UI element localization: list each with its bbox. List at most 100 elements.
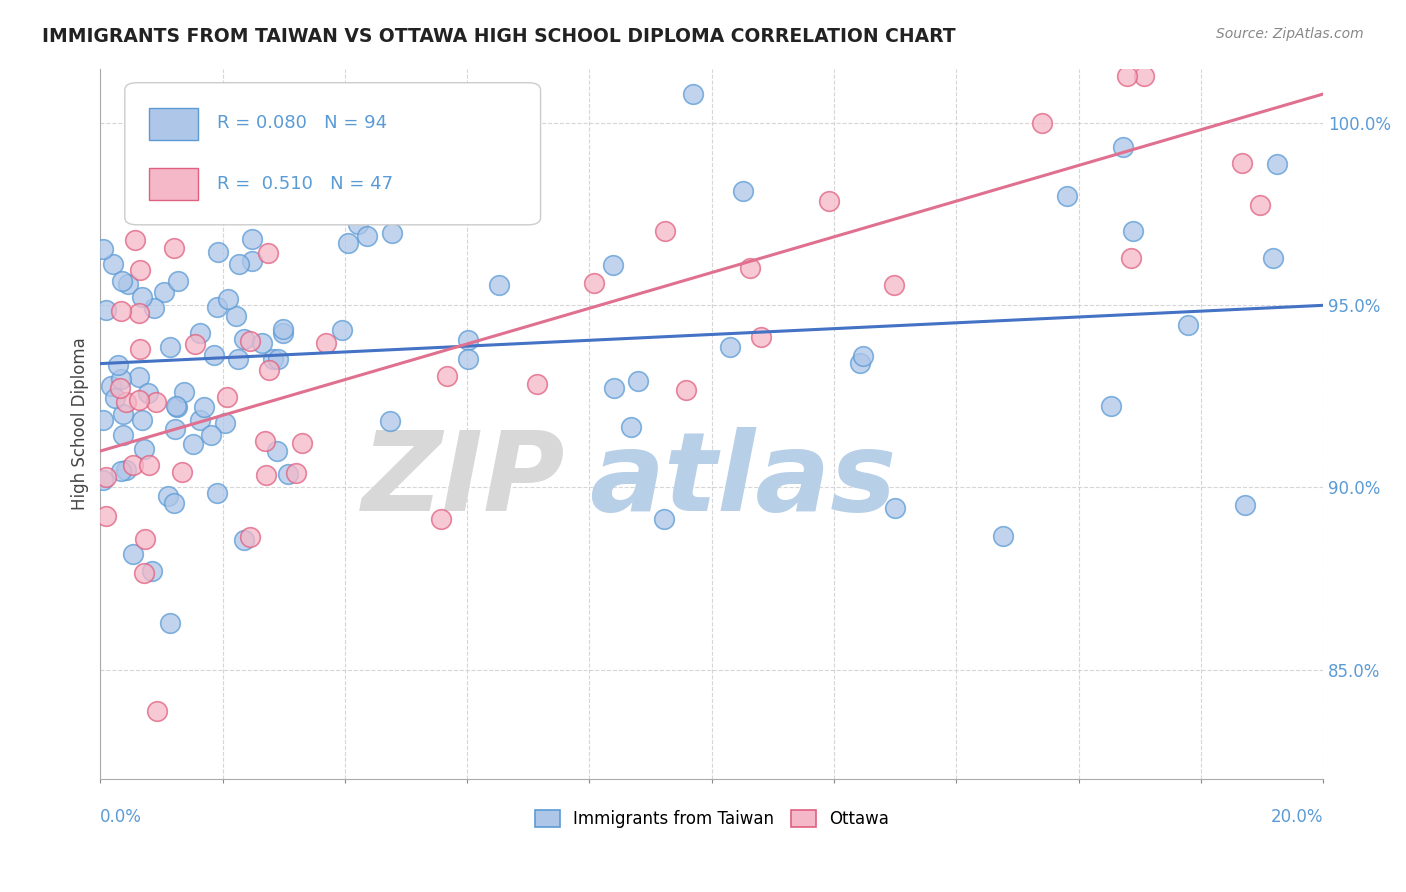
Point <box>142 301 165 315</box>
Point <box>131 290 153 304</box>
Point <box>129 263 152 277</box>
Point <box>991 528 1014 542</box>
Point <box>146 705 169 719</box>
Point <box>134 532 156 546</box>
Point <box>380 413 402 427</box>
Point <box>1249 197 1271 211</box>
Point <box>436 369 458 384</box>
Text: IMMIGRANTS FROM TAIWAN VS OTTAWA HIGH SCHOOL DIPLOMA CORRELATION CHART: IMMIGRANTS FROM TAIWAN VS OTTAWA HIGH SC… <box>42 27 956 45</box>
Point <box>250 336 273 351</box>
Point <box>256 246 278 260</box>
Point <box>526 376 548 391</box>
Point <box>124 233 146 247</box>
FancyBboxPatch shape <box>149 168 198 200</box>
Point <box>337 236 360 251</box>
Point <box>231 116 253 130</box>
Point <box>202 348 225 362</box>
Point <box>94 470 117 484</box>
Text: R = 0.080   N = 94: R = 0.080 N = 94 <box>217 114 387 132</box>
Point <box>271 322 294 336</box>
Point <box>159 339 181 353</box>
Point <box>277 467 299 481</box>
Point <box>100 378 122 392</box>
Point <box>145 394 167 409</box>
Point <box>262 352 284 367</box>
Point <box>136 386 159 401</box>
Point <box>883 277 905 292</box>
Point <box>117 277 139 292</box>
Point <box>183 198 205 212</box>
Point <box>718 340 741 354</box>
Text: 0.0%: 0.0% <box>100 808 142 826</box>
Point <box>1119 251 1142 265</box>
Point <box>181 200 204 214</box>
Point <box>157 490 180 504</box>
FancyBboxPatch shape <box>149 108 198 139</box>
Point <box>239 334 262 349</box>
Point <box>184 337 207 351</box>
Point <box>356 228 378 243</box>
Point <box>297 156 319 170</box>
Point <box>652 512 675 526</box>
Point <box>1112 140 1135 154</box>
Point <box>93 473 115 487</box>
Point <box>173 384 195 399</box>
Point <box>1031 116 1053 130</box>
Point <box>1122 224 1144 238</box>
Point <box>381 226 404 240</box>
Point <box>141 564 163 578</box>
Point <box>207 244 229 259</box>
Point <box>157 131 180 145</box>
Point <box>620 419 643 434</box>
Point <box>107 358 129 372</box>
Text: R =  0.510   N = 47: R = 0.510 N = 47 <box>217 176 392 194</box>
Text: ZIP: ZIP <box>361 427 565 534</box>
Point <box>818 194 841 209</box>
Point <box>163 241 186 255</box>
FancyBboxPatch shape <box>125 83 540 225</box>
Point <box>602 258 624 272</box>
Text: atlas: atlas <box>589 427 897 534</box>
Point <box>132 442 155 456</box>
Point <box>166 274 188 288</box>
Point <box>240 231 263 245</box>
Point <box>200 427 222 442</box>
Point <box>193 401 215 415</box>
Point <box>114 463 136 477</box>
Point <box>447 127 470 141</box>
Point <box>654 225 676 239</box>
Point <box>110 303 132 318</box>
Point <box>128 393 150 408</box>
Point <box>271 326 294 340</box>
Point <box>128 370 150 384</box>
Point <box>226 352 249 367</box>
Point <box>131 413 153 427</box>
Point <box>254 434 277 449</box>
Point <box>215 390 238 404</box>
Point <box>284 466 307 480</box>
Point <box>111 274 134 288</box>
Point <box>884 501 907 516</box>
Point <box>165 399 187 413</box>
Point <box>93 413 115 427</box>
Point <box>101 257 124 271</box>
Text: 20.0%: 20.0% <box>1271 808 1323 826</box>
Point <box>1177 318 1199 332</box>
Point <box>110 372 132 386</box>
Point <box>170 465 193 479</box>
Point <box>1056 188 1078 202</box>
Point <box>457 352 479 367</box>
Point <box>731 184 754 198</box>
Point <box>128 306 150 320</box>
Point <box>214 417 236 431</box>
Point <box>96 303 118 318</box>
Point <box>682 87 704 102</box>
Point <box>315 93 337 107</box>
Point <box>239 530 262 544</box>
Point <box>110 464 132 478</box>
Point <box>188 326 211 340</box>
Point <box>188 413 211 427</box>
Point <box>166 400 188 414</box>
Point <box>233 332 256 346</box>
Point <box>583 276 606 290</box>
